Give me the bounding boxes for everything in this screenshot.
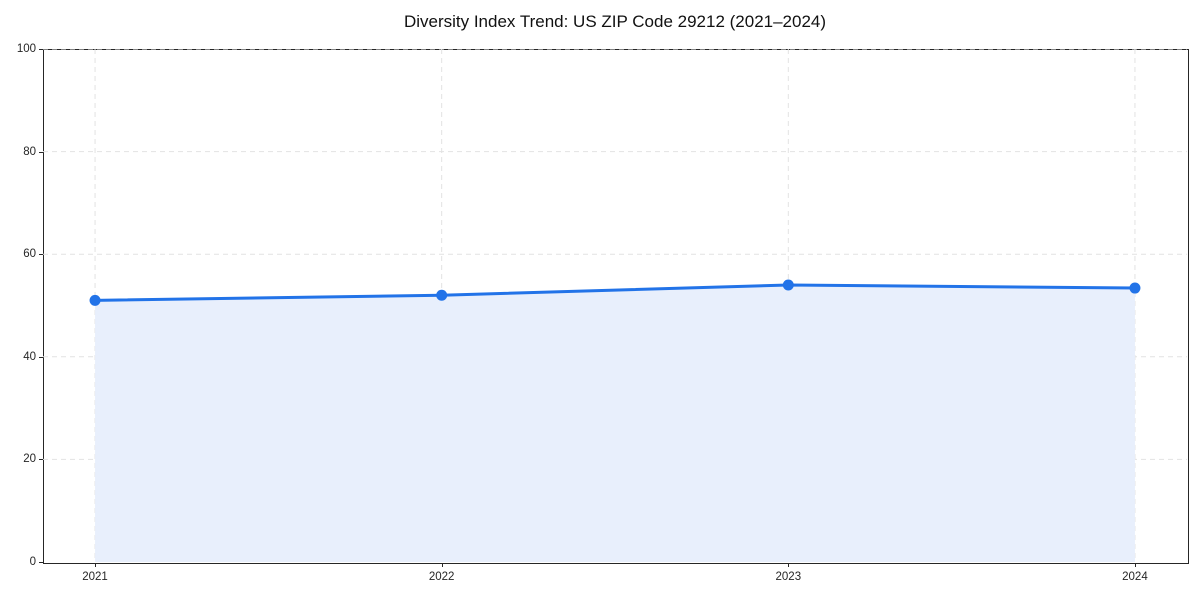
x-tick-label: 2022	[428, 571, 455, 583]
y-tick-label: 80	[23, 145, 36, 158]
x-tick-mark	[95, 563, 97, 567]
x-tick-mark	[1134, 563, 1136, 567]
data-point	[1129, 282, 1141, 294]
y-tick-mark	[39, 562, 43, 563]
data-point	[89, 294, 101, 306]
data-point	[782, 279, 794, 291]
plot-canvas	[43, 49, 1187, 562]
y-tick-mark	[39, 254, 43, 256]
chart-title: Diversity Index Trend: US ZIP Code 29212…	[403, 12, 827, 31]
x-tick-label: 2023	[775, 571, 802, 583]
area-fill	[95, 284, 1135, 562]
y-tick-mark	[39, 356, 43, 358]
x-tick-label: 2024	[1122, 571, 1148, 583]
y-tick-mark	[39, 459, 43, 461]
y-tick-label: 60	[23, 248, 36, 261]
y-tick-mark	[39, 49, 43, 50]
x-tick-mark	[441, 563, 443, 567]
y-tick-mark	[39, 151, 43, 153]
trend-line	[93, 283, 1137, 302]
y-tick-label: 0	[29, 556, 36, 568]
x-tick-mark	[788, 563, 790, 567]
y-tick-label: 20	[23, 453, 36, 466]
y-tick-label: 40	[23, 350, 36, 363]
y-tick-label: 100	[16, 43, 36, 55]
data-point	[436, 289, 448, 301]
x-tick-label: 2021	[82, 571, 108, 583]
